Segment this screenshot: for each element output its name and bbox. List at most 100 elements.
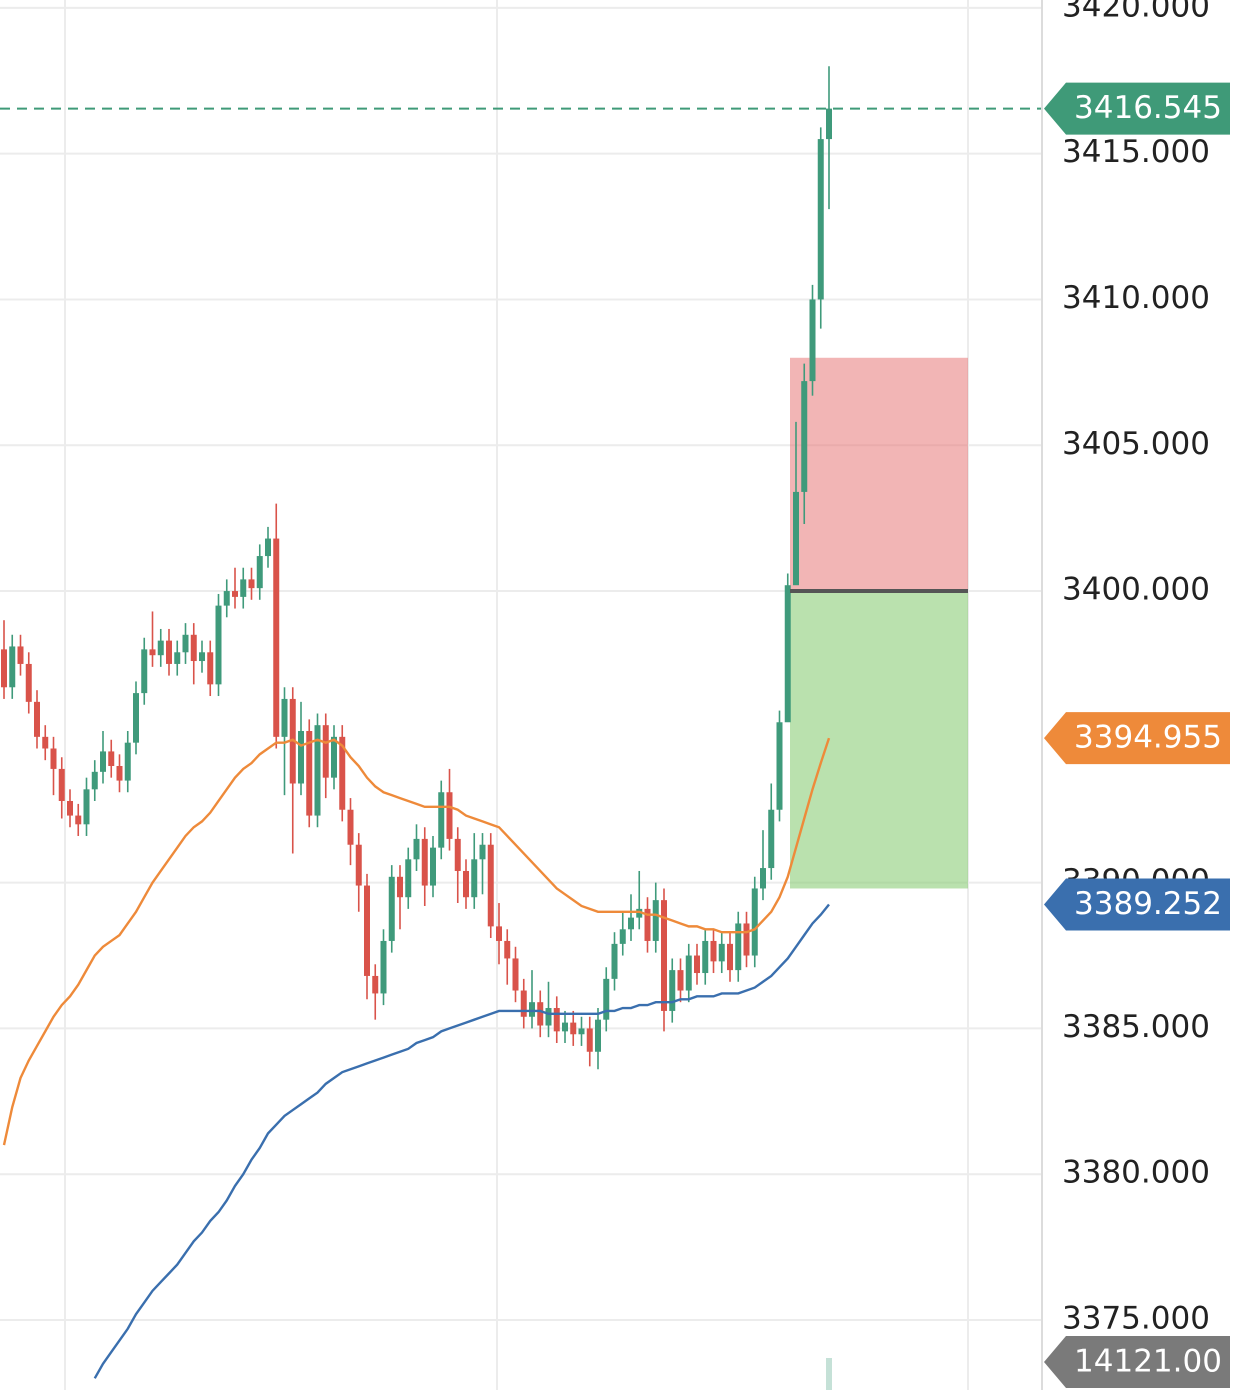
candle-body [768, 809, 775, 869]
candle-body [562, 1022, 568, 1032]
candle-body [661, 900, 667, 1011]
candle-body [116, 766, 123, 781]
candle-body [471, 859, 478, 898]
candle-body [826, 108, 832, 140]
candle-body [347, 809, 354, 845]
price-marker [1044, 878, 1230, 931]
candle-body [438, 792, 445, 848]
candle-body [25, 663, 32, 702]
candle-body [397, 876, 403, 898]
candle-body [413, 838, 420, 860]
price-marker-label: 3394.955 [1074, 720, 1222, 756]
candle-body [430, 847, 436, 886]
moving-average-line [93, 903, 830, 1379]
candle-body [182, 634, 189, 653]
y-tick-label: 3405.000 [1062, 426, 1210, 462]
candle-body [91, 771, 98, 790]
candle-body [232, 591, 238, 597]
candle-body [58, 768, 65, 801]
candle-body [42, 736, 49, 749]
candle-body [322, 725, 329, 778]
candle-body [339, 736, 346, 810]
candle-body [174, 652, 181, 664]
candle-body [331, 736, 337, 778]
candle-body [760, 868, 766, 889]
candle-body [256, 556, 263, 589]
candle-body [421, 838, 428, 886]
candle-body [380, 940, 387, 994]
candle-body [9, 646, 16, 688]
candle-body [702, 940, 709, 974]
candle-body [636, 908, 643, 918]
candle-body [207, 652, 214, 685]
candle-body [199, 652, 205, 662]
candle-body [281, 698, 288, 737]
candle-body [446, 792, 453, 839]
candle-body [578, 1028, 585, 1035]
candle-body [34, 701, 40, 737]
candle-body [223, 591, 230, 606]
candle-body [355, 844, 362, 886]
candle-body [157, 640, 164, 656]
candle-body [504, 940, 511, 959]
price-marker [1044, 82, 1230, 135]
candle-body [801, 381, 808, 492]
price-axis: 3420.000 3415.000 3410.000 3405.000 3400.000… [1044, 0, 1230, 1388]
candle-body [215, 605, 222, 685]
candle-body [793, 491, 799, 586]
candle-body [83, 789, 90, 825]
candle-body [570, 1022, 577, 1035]
candle-body [133, 693, 139, 743]
candle-body [727, 943, 733, 971]
candle-body [50, 748, 57, 769]
candle-body [537, 1002, 544, 1026]
candle-body [314, 725, 321, 816]
candle-body [520, 990, 527, 1017]
candle-body [1, 649, 7, 688]
candle-body [628, 917, 634, 930]
candle-body [595, 1019, 601, 1052]
candle-body [611, 943, 618, 979]
candle-body [652, 900, 659, 941]
candle-body [512, 958, 519, 991]
candle-body [817, 139, 824, 300]
price-marker-label: 3389.252 [1074, 886, 1222, 922]
candle-body [809, 299, 816, 382]
candle-body [586, 1028, 593, 1052]
candle-body [487, 844, 494, 927]
candle-body [553, 1008, 560, 1032]
candle-body [149, 649, 156, 656]
volume-marker [1044, 1336, 1230, 1388]
volume-label: 14121.00 [1074, 1344, 1222, 1380]
candle-body [17, 646, 24, 664]
candle-body [298, 731, 304, 784]
candle-body [190, 634, 197, 662]
candle-body [166, 640, 172, 664]
candle-body [67, 800, 73, 816]
candle-body [735, 923, 742, 971]
candle-body [677, 970, 684, 991]
plot-area [0, 66, 1042, 1390]
y-tick-label: 3415.000 [1062, 134, 1210, 170]
stop-zone [790, 357, 968, 592]
candle-body [364, 885, 370, 976]
y-tick-label: 3385.000 [1062, 1009, 1210, 1045]
candle-body [776, 722, 783, 810]
candle-body [694, 955, 700, 974]
volume-bar [826, 1358, 832, 1390]
candle-body [743, 923, 750, 956]
candle-body [306, 731, 313, 816]
candle-body [108, 751, 115, 767]
candle-body [240, 579, 247, 597]
y-tick-label: 3420.000 [1062, 0, 1210, 24]
candle-body [545, 1008, 552, 1026]
candle-body [372, 975, 379, 994]
target-zone [790, 591, 968, 889]
price-marker-label: 3416.545 [1074, 90, 1222, 126]
candle-body [405, 859, 412, 898]
candle-body [141, 649, 148, 694]
price-marker [1044, 712, 1230, 765]
candle-body [529, 1002, 535, 1017]
candle-body [710, 940, 717, 962]
